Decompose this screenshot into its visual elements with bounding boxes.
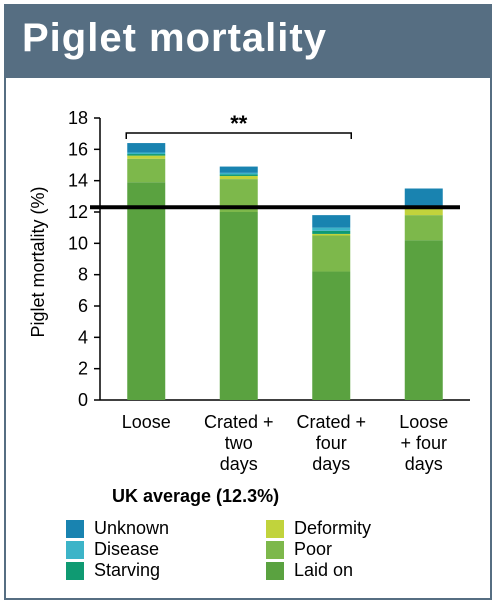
significance-label: ** [230, 111, 248, 136]
legend-label: Laid on [294, 560, 354, 580]
legend-swatch [66, 540, 84, 559]
x-tick-label-line: days [220, 454, 258, 474]
bar-segment-starving [219, 174, 258, 176]
legend-item-disease: Disease [66, 539, 159, 560]
legend-item-deformity: Deformity [266, 518, 371, 539]
bar-segment-unknown [312, 215, 351, 228]
x-tick-label-line: days [405, 454, 443, 474]
y-tick-label: 6 [78, 296, 88, 316]
bar-segment-disease [127, 152, 166, 155]
bar-segment-laid-on [219, 212, 258, 400]
bar-segment-deformity [219, 175, 258, 180]
significance-bracket: ** [125, 111, 352, 139]
bar-segment-poor [312, 235, 351, 272]
legend-label: Disease [94, 539, 160, 559]
legend-item-poor: Poor [266, 539, 332, 560]
legend-item-unknown: Unknown [66, 518, 169, 539]
bar-segment-laid-on [404, 240, 443, 400]
x-tick-label-line: Crated + [296, 412, 366, 432]
bar-segment-unknown [219, 166, 258, 173]
bar-segment-disease [312, 227, 351, 231]
x-tick-label-line: + four [400, 433, 447, 453]
title-banner: Piglet mortality [6, 6, 490, 78]
legend-title: UK average (12.3%) [112, 486, 280, 506]
bar-segment-starving [312, 230, 351, 234]
bar-segment-laid-on [312, 271, 351, 400]
x-tick-label-line: four [316, 433, 347, 453]
y-tick-label: 8 [78, 265, 88, 285]
y-axis-label: Piglet mortality (%) [28, 186, 48, 337]
legend-swatch [66, 519, 84, 538]
legend-swatch [266, 540, 284, 559]
bar-segment-unknown [127, 143, 166, 153]
bar-segment-starving [127, 154, 166, 156]
legend-label: Starving [94, 560, 161, 580]
legend-label: Deformity [294, 518, 372, 538]
y-tick-label: 4 [78, 327, 88, 347]
legend-swatch [266, 519, 284, 538]
y-tick-label: 12 [68, 202, 88, 222]
x-tick-label-line: days [312, 454, 350, 474]
bar-segment-unknown [404, 188, 443, 208]
legend-swatch [266, 561, 284, 580]
x-tick-label: Crated + two days [204, 412, 274, 474]
x-tick-label-line: Crated + [204, 412, 274, 432]
x-tick-label: Loose + four days [399, 412, 448, 474]
chart-title: Piglet mortality [22, 16, 327, 60]
banner-divider [6, 78, 490, 82]
x-tick-label: Loose [122, 412, 171, 432]
legend-item-laid-on: Laid on [266, 560, 353, 581]
bar-segment-disease [219, 172, 258, 175]
x-tick-label-line: two [225, 433, 253, 453]
y-tick-label: 16 [68, 139, 88, 159]
y-tick-label: 2 [78, 359, 88, 379]
legend-swatch [66, 561, 84, 580]
legend-item-starving: Starving [66, 560, 160, 581]
y-tick-label: 14 [68, 171, 88, 191]
y-tick-label: 18 [68, 108, 88, 128]
bars [127, 143, 443, 400]
y-tick-label: 0 [78, 390, 88, 410]
y-tick-label: 10 [68, 233, 88, 253]
bar-segment-poor [127, 158, 166, 183]
bar-segment-deformity [312, 233, 351, 236]
bar-segment-deformity [127, 155, 166, 159]
bar-segment-poor [404, 215, 443, 241]
bar-segment-deformity [404, 207, 443, 216]
bar-segment-laid-on [127, 182, 166, 400]
significance-bracket-line [125, 132, 352, 139]
x-tick-label: Crated + four days [296, 412, 366, 474]
legend-label: Unknown [94, 518, 170, 538]
legend-label: Poor [294, 539, 333, 559]
x-tick-label-line: Loose [122, 412, 171, 432]
x-tick-label-line: Loose [399, 412, 448, 432]
